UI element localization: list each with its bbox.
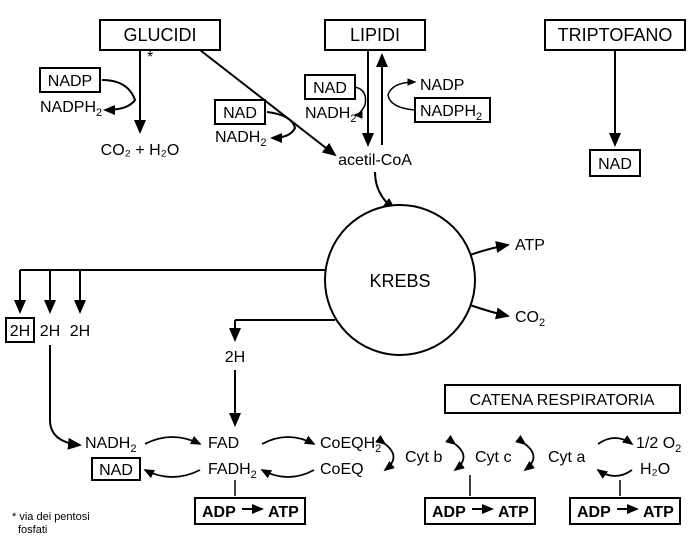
krebs-atp-arrow [470, 245, 508, 255]
atp-2: ATP [498, 504, 529, 521]
chain-cytb: Cyt b [405, 449, 442, 466]
cycle2-top [262, 437, 314, 444]
2h-label-2: 2H [40, 323, 60, 340]
adp-2: ADP [432, 504, 466, 521]
2h-label-3: 2H [70, 323, 90, 340]
cycle1-top [145, 437, 200, 444]
acetilcoa-label: acetil-CoA [338, 152, 412, 169]
nadh2-label-mid: NADH2 [215, 129, 266, 149]
nadp-curve [102, 80, 135, 110]
chain-cyta: Cyt a [548, 449, 585, 466]
nad-curve-lip [355, 87, 366, 115]
metabolic-diagram: GLUCIDI LIPIDI TRIPTOFANO * NADP NADPH2 … [0, 0, 694, 548]
chain-cytc: Cyt c [475, 449, 511, 466]
cycle3 [385, 444, 394, 470]
2h-label-1: 2H [10, 323, 30, 340]
chain-nadh2: NADH2 [85, 435, 136, 455]
lipidi-label: LIPIDI [350, 25, 400, 45]
chain-coeq: CoEQ [320, 461, 364, 478]
cycle5 [525, 444, 534, 470]
cycle4 [455, 444, 464, 470]
acetil-to-krebs [375, 172, 395, 210]
krebs-co2-arrow [470, 305, 508, 316]
footnote2: fosfati [18, 524, 47, 536]
glucidi-label: GLUCIDI [123, 25, 196, 45]
nadp-label-r: NADP [420, 77, 464, 94]
triptofano-label: TRIPTOFANO [558, 25, 673, 45]
chain-h2o: H₂O [640, 461, 670, 478]
footnote: * via dei pentosi [12, 511, 90, 523]
chain-fadh2: FADH2 [208, 461, 257, 481]
chain-coeqh2: CoEQH2 [320, 435, 381, 455]
nad-label-trip: NAD [598, 156, 632, 173]
nadph2-label: NADPH2 [40, 99, 102, 119]
atp-3: ATP [643, 504, 674, 521]
glucidi-star: * [147, 49, 153, 66]
nadp-curve-r [388, 82, 415, 110]
chain-fad: FAD [208, 435, 239, 452]
cycle6-bot [598, 470, 632, 476]
krebs-co2-label: CO2 [515, 309, 545, 329]
nad-label-mid: NAD [223, 105, 257, 122]
cycle2-bot [262, 470, 314, 477]
nad-curve-mid [267, 112, 295, 138]
adp-3: ADP [577, 504, 611, 521]
chain-nad: NAD [99, 462, 133, 479]
krebs-label: KREBS [369, 271, 430, 291]
nadp-label: NADP [48, 73, 92, 90]
2h-label-mid: 2H [225, 349, 245, 366]
cycle6-top [598, 438, 632, 444]
atp-1: ATP [268, 504, 299, 521]
chain-halfO2: 1/2 O2 [636, 435, 681, 455]
adp-1: ADP [202, 504, 236, 521]
nadh2-label-lip: NADH2 [305, 105, 356, 125]
2h-curve-left [50, 420, 80, 445]
krebs-atp-label: ATP [515, 237, 545, 254]
nad-label-lip: NAD [313, 80, 347, 97]
catena-label: CATENA RESPIRATORIA [470, 392, 655, 409]
co2h2o-label: CO₂ + H₂O [101, 142, 180, 159]
cycle1-bot [145, 470, 200, 477]
